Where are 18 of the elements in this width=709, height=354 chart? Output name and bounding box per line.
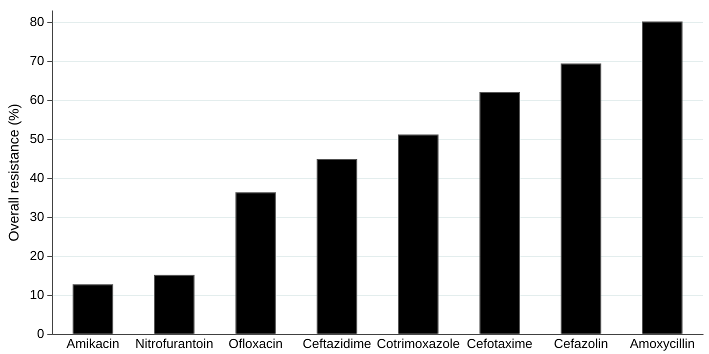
- y-axis-title: Overall resistance (%): [5, 104, 22, 242]
- y-tick-label: 40: [30, 170, 44, 186]
- y-tick-label: 50: [30, 131, 44, 146]
- y-tick-label: 0: [37, 326, 44, 341]
- x-tick-label: Nitrofurantoin: [135, 336, 214, 351]
- x-tick-label: Amoxycillin: [630, 336, 695, 351]
- x-tick-label: Cotrimoxazole: [376, 336, 460, 351]
- y-tick-label: 30: [30, 209, 44, 224]
- y-tick-label: 20: [30, 248, 44, 263]
- y-tick-label: 80: [30, 14, 44, 30]
- x-tick-label: Ofloxacin: [228, 336, 283, 351]
- y-tick-label: 10: [30, 286, 44, 302]
- x-tick-label: Cefotaxime: [466, 336, 533, 351]
- x-tick-label: Amikacin: [66, 336, 120, 351]
- x-tick-label: Ceftazidime: [302, 336, 372, 351]
- y-tick-label: 60: [30, 92, 44, 108]
- x-tick-label: Cefazolin: [554, 336, 608, 351]
- y-tick-label: 70: [30, 53, 44, 68]
